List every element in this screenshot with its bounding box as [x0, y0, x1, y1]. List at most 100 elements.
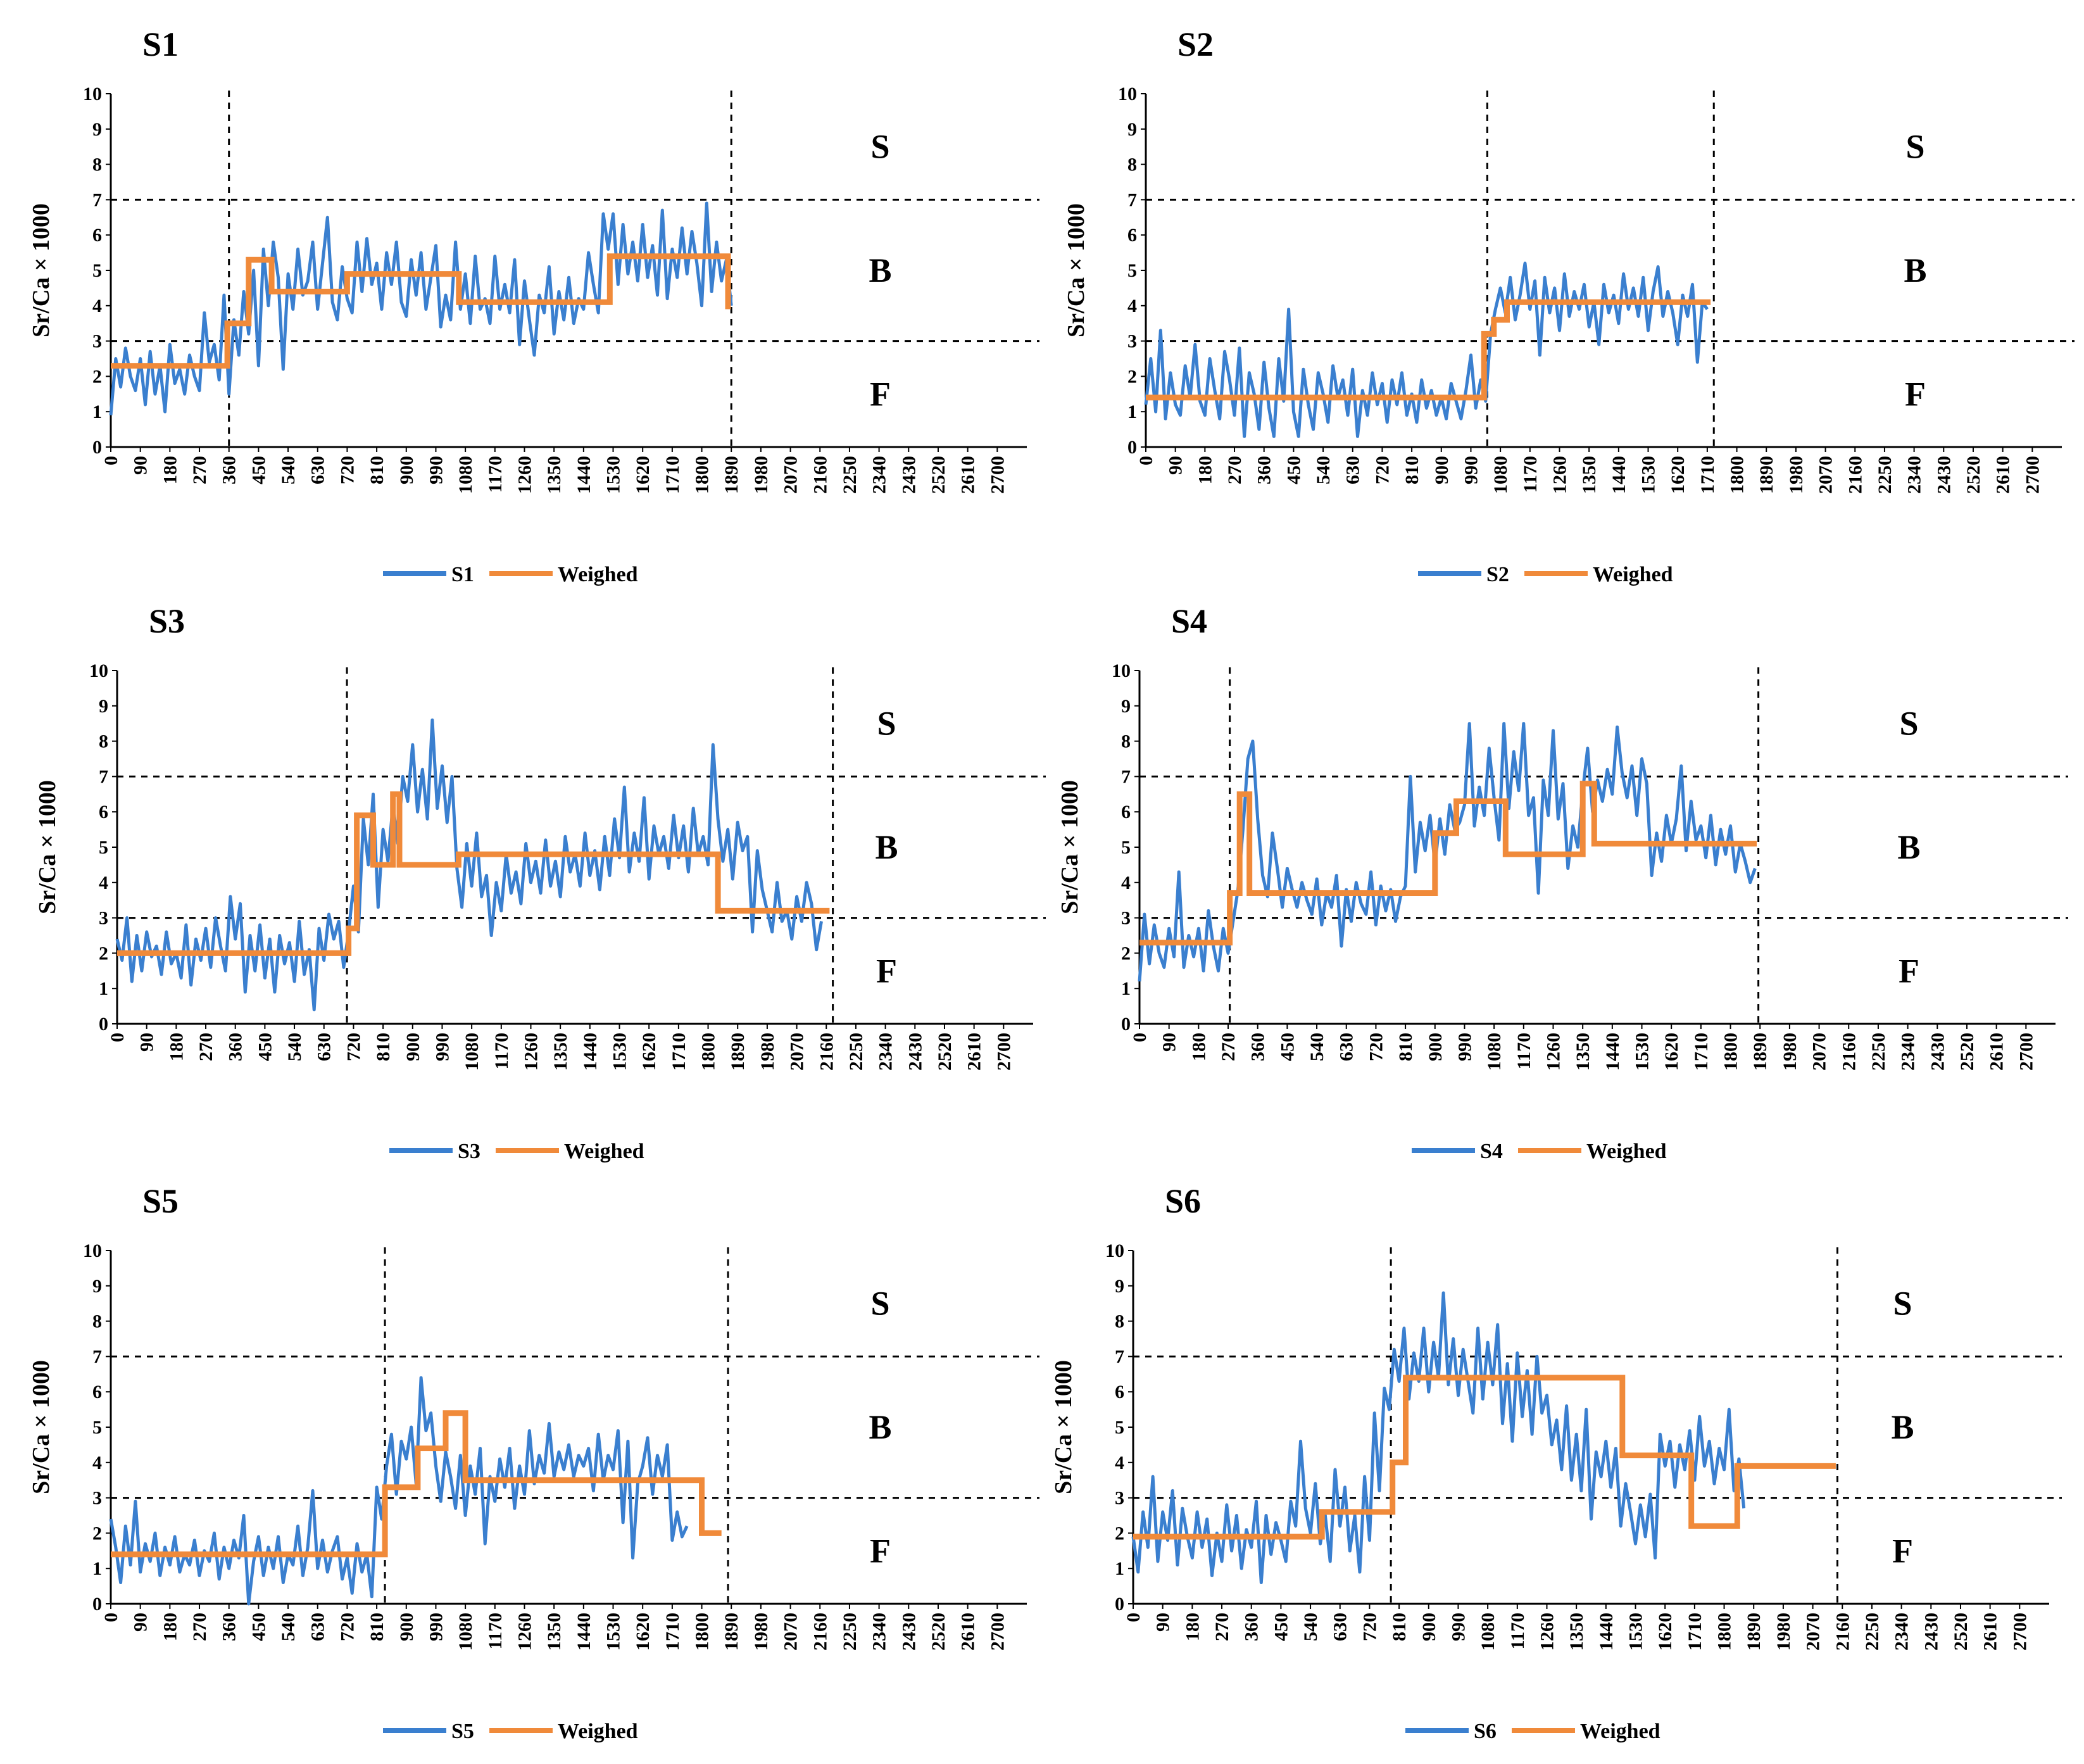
panel-6-xtick-label-14: 1260: [1536, 1613, 1557, 1651]
panel-2-xtick-label-9: 810: [1402, 456, 1422, 484]
panel-4-xtick-label-18: 1620: [1661, 1033, 1682, 1071]
panel-5-xtick-label-10: 900: [396, 1613, 417, 1641]
panel-4-xtick-label-12: 1080: [1484, 1033, 1505, 1071]
panel-5-xtick-label-19: 1710: [662, 1613, 683, 1651]
panel-1-xtick-label-17: 1530: [603, 456, 624, 494]
panel-3-xtick-label-29: 2610: [964, 1033, 985, 1071]
panel-3-ytick-label-6: 6: [99, 802, 108, 822]
panel-6-xtick-label-11: 990: [1448, 1613, 1469, 1641]
panel-4-ytick-label-0: 0: [1121, 1014, 1131, 1035]
panel-1-ytick-label-5: 5: [92, 260, 102, 281]
panel-6-xtick-label-18: 1620: [1655, 1613, 1676, 1651]
panel-1-legend: S1 Weighed: [383, 563, 638, 586]
panel-1-xtick-label-4: 360: [219, 456, 240, 484]
panel-5-ytick-label-6: 6: [92, 1382, 102, 1402]
panel-4-legend: S4 Weighed: [1412, 1140, 1667, 1163]
panel-2: S2 S B F 0 1 2 3 4 5 6 7 8 9 10 0 90 180 270 360 450 540 630 72…: [1063, 25, 2075, 586]
panel-3-xtick-label-30: 2700: [993, 1033, 1014, 1071]
panel-2-legend: S2 Weighed: [1418, 563, 1673, 586]
panel-6-xtick-label-12: 1080: [1478, 1613, 1498, 1651]
panel-3-xtick-label-18: 1620: [639, 1033, 660, 1071]
panel-6-ytick-label-2: 2: [1115, 1523, 1124, 1544]
panel-5-xtick-label-14: 1260: [514, 1613, 535, 1651]
panel-5-ytick-label-0: 0: [92, 1594, 102, 1615]
panel-3-series-weighed: [117, 791, 830, 956]
panel-6: S6 S B F 0 1 2 3 4 5 6 7 8 9 10 0 90 180 270 360 450 540 630 72…: [1050, 1182, 2062, 1743]
panel-6-xtick-label-7: 630: [1330, 1613, 1351, 1641]
panel-1-xtick-label-6: 540: [278, 456, 299, 484]
panel-1-ytick-label-9: 9: [92, 119, 102, 140]
panel-4-title: S4: [1171, 602, 1207, 640]
panel-1-legend-weighed-label: Weighed: [558, 563, 638, 586]
panel-4-xtick-label-10: 900: [1425, 1033, 1446, 1061]
panel-3-ytick-label-4: 4: [99, 873, 108, 893]
panel-4-xtick-label-5: 450: [1277, 1033, 1298, 1061]
panel-5-y-axis-label: Sr/Ca × 1000: [28, 1360, 54, 1494]
panel-4-xtick-label-15: 1350: [1572, 1033, 1593, 1071]
panel-4-xtick-label-4: 360: [1248, 1033, 1269, 1061]
panel-2-title: S2: [1177, 25, 1214, 63]
panel-1-xtick-label-5: 450: [248, 456, 269, 484]
panel-1-ytick-label-2: 2: [92, 366, 102, 387]
panel-4: S4 S B F 0 1 2 3 4 5 6 7 8 9 10 0 90 180 270 360 450 540 630 72…: [1057, 602, 2068, 1163]
panel-3-xtick-label-0: 0: [107, 1033, 128, 1042]
panel-1-zone-s: S: [870, 128, 889, 166]
panel-5-xtick-label-25: 2250: [839, 1613, 860, 1651]
panel-2-xtick-label-6: 540: [1313, 456, 1334, 484]
panel-2-xtick-label-29: 2610: [1993, 456, 2014, 494]
panel-1-xtick-label-9: 810: [367, 456, 387, 484]
panel-3-xtick-label-21: 1890: [727, 1033, 748, 1071]
panel-2-xtick-label-7: 630: [1343, 456, 1364, 484]
panel-2-xtick-label-0: 0: [1136, 456, 1157, 465]
panel-4-xtick-label-7: 630: [1336, 1033, 1357, 1061]
panel-1-xtick-label-20: 1800: [692, 456, 713, 494]
panel-3-zone-b: B: [875, 828, 898, 866]
panel-4-xtick-label-28: 2520: [1957, 1033, 1978, 1071]
panel-1-xtick-label-0: 0: [101, 456, 122, 465]
panel-4-xtick-label-13: 1170: [1514, 1033, 1535, 1069]
panel-3-ytick-label-1: 1: [99, 978, 108, 999]
panel-3-xtick-label-4: 360: [225, 1033, 246, 1061]
panel-2-series-raw: [1144, 261, 1709, 438]
panel-2-xtick-label-2: 180: [1195, 456, 1215, 484]
panel-6-xtick-label-24: 2160: [1832, 1613, 1853, 1651]
panel-2-legend-weighed-label: Weighed: [1593, 563, 1673, 586]
panel-2-xtick-label-3: 270: [1224, 456, 1245, 484]
panel-5-xtick-label-6: 540: [278, 1613, 299, 1641]
panel-2-xtick-label-10: 900: [1431, 456, 1452, 484]
panel-1-xtick-label-27: 2430: [898, 456, 919, 494]
panel-5-xtick-label-7: 630: [308, 1613, 329, 1641]
panel-5: S5 S B F 0 1 2 3 4 5 6 7 8 9 10 0 90 180 270 360 450 540 630 72…: [28, 1182, 1039, 1743]
panel-2-ytick-label-5: 5: [1127, 260, 1137, 281]
panel-4-xtick-label-8: 720: [1365, 1033, 1386, 1061]
panel-1-ytick-label-10: 10: [83, 84, 102, 104]
panel-1-ytick-label-1: 1: [92, 401, 102, 422]
panel-5-xtick-label-20: 1800: [692, 1613, 713, 1651]
panel-4-legend-weighed-label: Weighed: [1586, 1140, 1667, 1163]
panel-2-ytick-label-9: 9: [1127, 119, 1137, 140]
panel-2-xtick-label-20: 1800: [1727, 456, 1748, 494]
panel-6-xtick-label-29: 2610: [1980, 1613, 2001, 1651]
panel-4-ytick-label-8: 8: [1121, 731, 1131, 752]
panel-4-ytick-label-10: 10: [1112, 660, 1131, 681]
panel-5-xtick-label-16: 1440: [574, 1613, 594, 1651]
panel-5-xtick-label-5: 450: [248, 1613, 269, 1641]
panel-1-xtick-label-19: 1710: [662, 456, 683, 494]
panel-5-legend-weighed-label: Weighed: [558, 1720, 638, 1743]
panel-5-xtick-label-3: 270: [189, 1613, 210, 1641]
panel-1-series-raw: [109, 201, 733, 416]
panel-3-xtick-label-20: 1800: [698, 1033, 719, 1071]
panel-4-xtick-label-1: 90: [1159, 1033, 1180, 1052]
panel-3-ytick-label-10: 10: [89, 660, 108, 681]
panel-1-xtick-label-14: 1260: [514, 456, 535, 494]
panel-6-ytick-label-1: 1: [1115, 1558, 1124, 1579]
panel-5-xtick-label-23: 2070: [781, 1613, 801, 1651]
panel-1-ytick-label-6: 6: [92, 225, 102, 246]
panel-3-zone-f: F: [876, 952, 897, 990]
panel-2-y-axis-label: Sr/Ca × 1000: [1063, 203, 1089, 337]
panel-2-zone-s: S: [1905, 128, 1924, 166]
panel-6-xtick-label-6: 540: [1300, 1613, 1321, 1641]
panel-6-xtick-label-22: 1980: [1773, 1613, 1794, 1651]
panel-3: S3 S B F 0 1 2 3 4 5 6 7 8 9 10 0 90 180 270 360 450 540 630 72…: [34, 602, 1046, 1163]
panel-2-xtick-label-27: 2430: [1933, 456, 1954, 494]
